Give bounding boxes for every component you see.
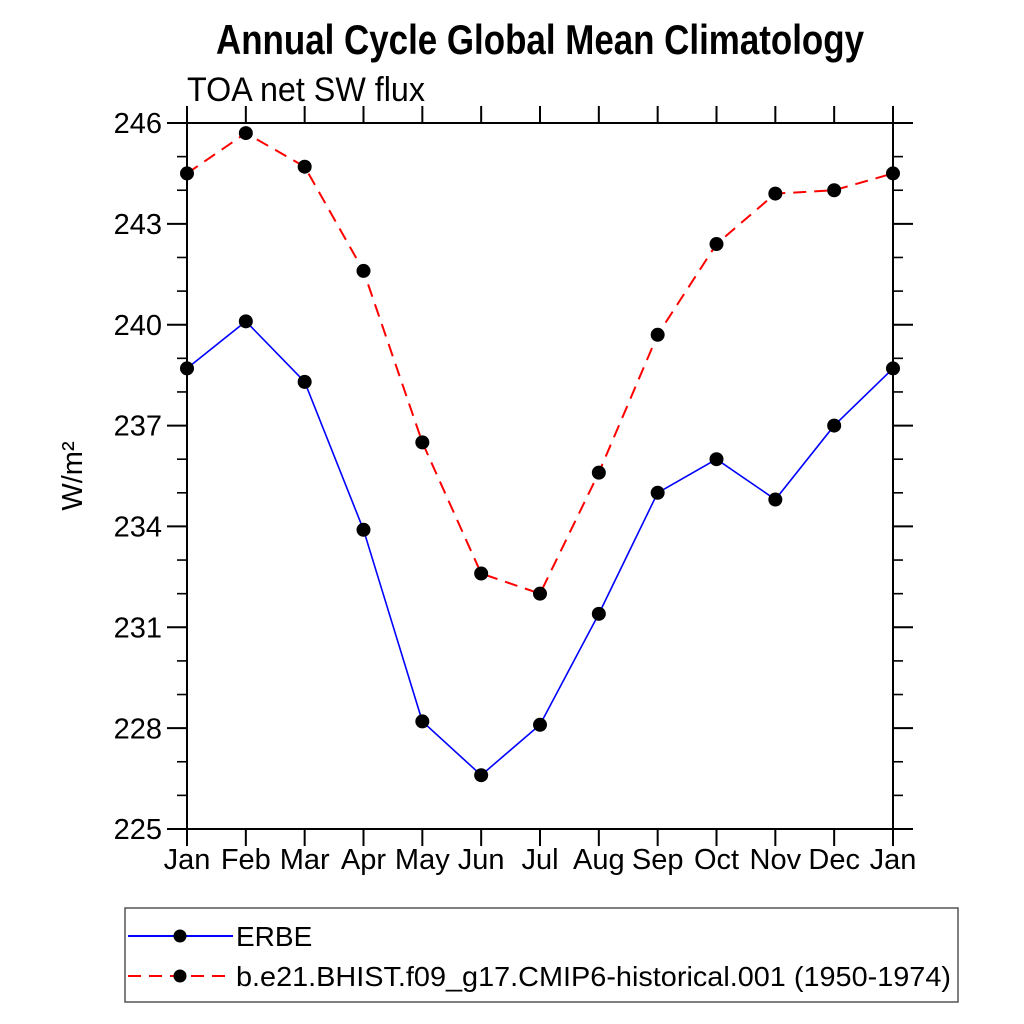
y-tick-label: 246	[114, 108, 162, 140]
legend-label-model: b.e21.BHIST.f09_g17.CMIP6-historical.001…	[236, 961, 951, 992]
data-point-1-mar	[297, 159, 312, 174]
x-tick-label-jan: Jan	[870, 844, 917, 876]
data-point-1-feb	[238, 126, 253, 141]
data-point-0-oct	[709, 452, 724, 467]
chart-subtitle: TOA net SW flux	[187, 71, 425, 109]
legend-label-erbe: ERBE	[236, 921, 312, 952]
x-tick-label-oct: Oct	[694, 844, 739, 876]
data-point-0-aug	[591, 606, 606, 621]
x-tick-label-jan: Jan	[164, 844, 211, 876]
y-tick-label: 243	[114, 209, 162, 241]
x-tick-label-nov: Nov	[750, 844, 802, 876]
data-point-1-oct	[709, 237, 724, 252]
data-point-0-may	[415, 714, 430, 729]
x-tick-label-mar: Mar	[280, 844, 330, 876]
y-tick-label: 234	[114, 512, 162, 544]
data-point-0-nov	[768, 492, 783, 507]
chart-title: Annual Cycle Global Mean Climatology	[216, 16, 865, 63]
y-tick-label: 228	[114, 713, 162, 745]
y-tick-label: 225	[114, 814, 162, 846]
data-point-1-jun	[474, 566, 489, 581]
legend-marker-erbe	[173, 929, 187, 943]
legend-entry-erbe: ERBE	[128, 921, 312, 952]
data-point-1-nov	[768, 186, 783, 201]
data-point-1-apr	[356, 263, 371, 278]
x-tick-label-jun: Jun	[458, 844, 505, 876]
x-tick-label-feb: Feb	[221, 844, 271, 876]
series-line-0	[186, 320, 894, 777]
y-tick-label: 240	[114, 310, 162, 342]
legend: ERBE b.e21.BHIST.f09_g17.CMIP6-historica…	[124, 907, 959, 1003]
data-point-0-jun	[474, 768, 489, 783]
data-point-0-apr	[356, 522, 371, 537]
x-tick-label-dec: Dec	[808, 844, 860, 876]
y-tick-label: 231	[114, 612, 162, 644]
data-point-1-may	[415, 435, 430, 450]
y-axis-title: W/m²	[57, 441, 89, 511]
series-line-1	[186, 131, 894, 595]
x-tick-label-sep: Sep	[632, 844, 684, 876]
x-tick-label-apr: Apr	[341, 844, 386, 876]
y-tick-label: 237	[114, 411, 162, 443]
x-tick-label-may: May	[395, 844, 450, 876]
data-point-0-dec	[827, 418, 842, 433]
legend-entry-model: b.e21.BHIST.f09_g17.CMIP6-historical.001…	[128, 961, 951, 992]
x-tick-label-jul: Jul	[521, 844, 558, 876]
legend-marker-model	[173, 969, 187, 983]
x-tick-label-aug: Aug	[573, 844, 625, 876]
data-point-0-mar	[297, 374, 312, 389]
data-point-1-jul	[533, 586, 547, 601]
data-point-1-aug	[591, 465, 606, 480]
legend-box	[124, 907, 959, 1003]
data-point-1-dec	[827, 183, 842, 198]
data-point-0-feb	[238, 314, 253, 329]
plot-border	[186, 122, 894, 830]
data-point-0-sep	[650, 485, 665, 500]
data-point-0-jul	[533, 717, 547, 732]
data-point-1-sep	[650, 327, 665, 342]
